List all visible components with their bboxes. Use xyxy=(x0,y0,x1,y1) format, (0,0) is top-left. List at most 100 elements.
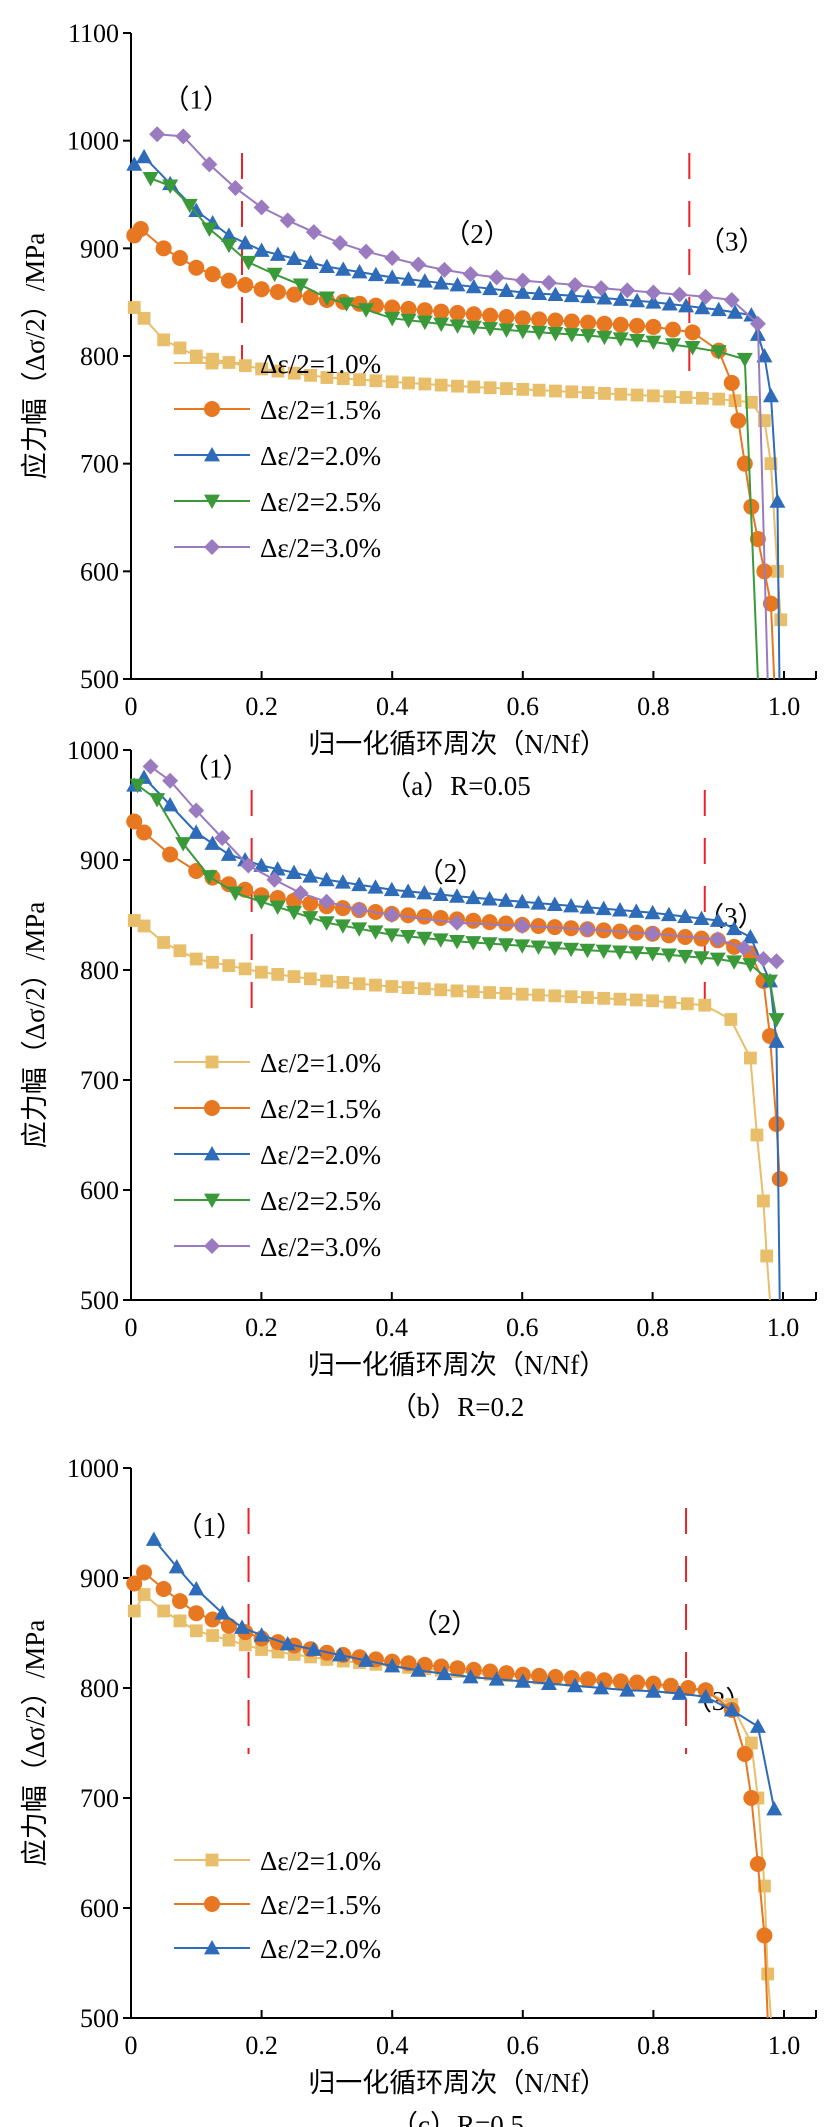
stage-label: （3） xyxy=(698,226,766,256)
data-point xyxy=(137,919,151,933)
data-point xyxy=(269,283,286,300)
data-point xyxy=(629,317,646,334)
data-point xyxy=(449,1660,466,1677)
y-tick-label: 900 xyxy=(80,234,119,263)
data-point xyxy=(227,886,244,901)
data-point xyxy=(549,384,562,398)
legend-item: Δε/2=1.0% xyxy=(174,1846,381,1876)
data-point xyxy=(351,876,368,892)
data-point xyxy=(181,198,198,214)
data-point xyxy=(678,297,695,313)
data-point xyxy=(742,929,759,944)
data-point xyxy=(173,341,187,355)
data-point xyxy=(352,977,366,991)
data-point xyxy=(318,916,335,931)
y-tick-label: 600 xyxy=(80,1176,119,1205)
data-point xyxy=(483,381,497,395)
data-point xyxy=(331,1647,348,1662)
y-tick-label: 900 xyxy=(80,846,119,875)
data-point xyxy=(679,391,693,404)
data-point xyxy=(220,272,237,289)
data-point xyxy=(579,921,596,938)
legend-label: Δε/2=1.0% xyxy=(260,1048,381,1078)
data-point xyxy=(201,222,218,237)
data-point xyxy=(671,286,688,303)
x-tick-label: 0.2 xyxy=(245,692,278,721)
data-point xyxy=(465,889,482,905)
data-point xyxy=(768,1013,785,1028)
x-axis-label: 归一化循环周次（N/Nf） xyxy=(308,729,607,759)
data-point xyxy=(331,234,348,251)
data-point xyxy=(465,912,482,929)
data-point xyxy=(580,1671,597,1688)
data-point xyxy=(162,772,179,789)
x-tick-label: 0.8 xyxy=(637,692,670,721)
data-point xyxy=(540,274,557,291)
x-axis-label: 归一化循环周次（N/Nf） xyxy=(308,2068,607,2098)
legend-label: Δε/2=1.5% xyxy=(260,1890,381,1920)
x-tick-label: 0.6 xyxy=(507,2031,540,2060)
chart-panel-c: 500 600 700 800 900 1000 0 0.2 0.4 0.6 0.8 1.0 归一化循环… xyxy=(20,1454,817,2127)
data-point xyxy=(222,959,236,972)
data-point xyxy=(531,325,548,341)
data-point xyxy=(318,291,335,306)
data-point xyxy=(749,1856,766,1872)
data-point xyxy=(157,936,170,949)
stage-label: （2） xyxy=(411,1609,479,1639)
data-point xyxy=(774,613,788,627)
data-point xyxy=(302,911,319,926)
data-point xyxy=(240,255,257,271)
data-point xyxy=(400,300,417,317)
data-point xyxy=(449,888,465,903)
legend-marker xyxy=(205,1055,219,1069)
data-point xyxy=(563,897,580,913)
data-point xyxy=(302,868,319,883)
data-point xyxy=(742,958,759,973)
data-point xyxy=(612,902,628,917)
data-point xyxy=(416,931,433,947)
data-point xyxy=(269,1634,286,1651)
data-point xyxy=(157,333,171,347)
legend-item: Δε/2=1.0% xyxy=(174,1048,381,1078)
data-point xyxy=(736,455,753,472)
data-point xyxy=(645,318,662,335)
data-point xyxy=(646,994,659,1008)
series-square xyxy=(127,301,788,627)
data-point xyxy=(287,366,301,380)
data-point xyxy=(189,349,203,363)
data-point xyxy=(664,321,681,338)
data-point xyxy=(400,883,417,898)
legend-marker xyxy=(204,1146,220,1161)
legend-label: Δε/2=1.0% xyxy=(260,349,381,379)
data-point xyxy=(418,982,431,996)
y-tick-label: 700 xyxy=(80,1784,119,1813)
data-point xyxy=(302,254,319,269)
data-point xyxy=(580,288,597,304)
data-point xyxy=(266,871,283,888)
data-point xyxy=(436,261,453,278)
data-point xyxy=(693,910,710,925)
panel-caption: （c）R=0.5 xyxy=(391,2110,524,2127)
legend-label: Δε/2=2.0% xyxy=(260,1934,381,1964)
data-point xyxy=(663,390,677,404)
data-point xyxy=(127,1604,141,1618)
data-point xyxy=(736,352,753,368)
data-point xyxy=(383,881,400,897)
data-point xyxy=(188,802,205,819)
data-point xyxy=(416,302,433,319)
data-point xyxy=(127,914,141,927)
data-point xyxy=(433,303,450,320)
data-point xyxy=(516,382,530,396)
series-triangle-down xyxy=(142,171,759,680)
x-tick-label: 0.6 xyxy=(506,1313,539,1342)
x-tick-label: 0.2 xyxy=(245,1313,278,1342)
data-point xyxy=(498,282,515,297)
data-point xyxy=(514,284,531,299)
y-tick-label: 900 xyxy=(80,1564,119,1593)
data-point xyxy=(400,930,417,945)
data-point xyxy=(162,179,179,194)
data-point xyxy=(384,311,401,327)
data-point xyxy=(581,991,594,1004)
data-point xyxy=(334,874,351,889)
data-point xyxy=(563,313,580,330)
